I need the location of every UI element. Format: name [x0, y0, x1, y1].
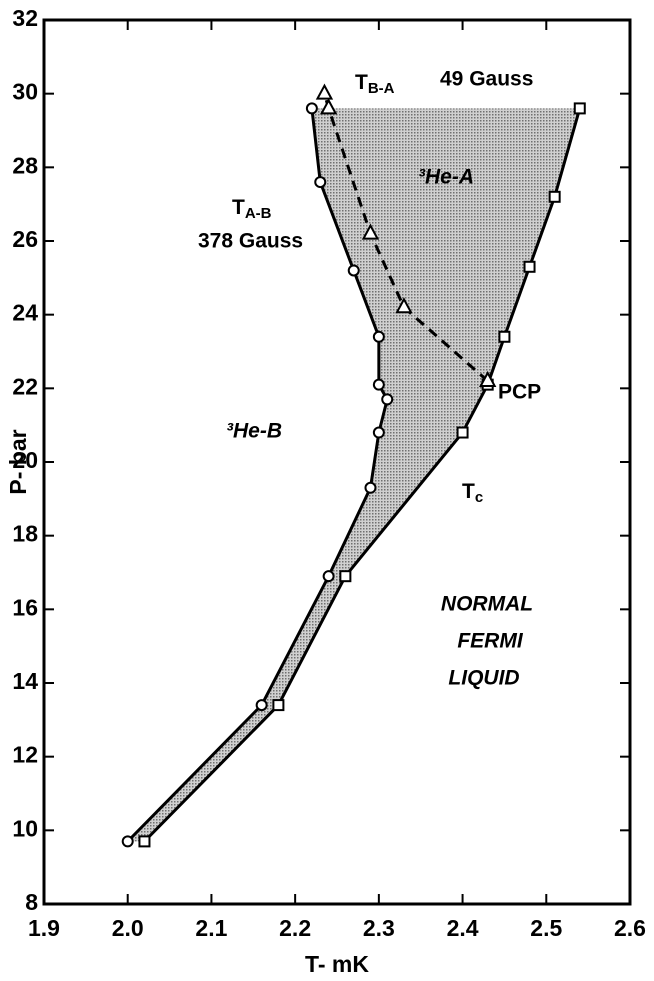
circle-marker [372, 426, 385, 439]
y-tick-label: 14 [12, 668, 38, 694]
y-tick-label: 8 [25, 889, 38, 915]
y-tick-label: 32 [12, 5, 38, 31]
annotation: 49 Gauss [440, 68, 533, 91]
y-tick-label: 12 [12, 742, 38, 768]
circle-marker [364, 481, 377, 494]
triangle-marker [361, 223, 380, 240]
x-tick-label: 2.6 [614, 915, 646, 941]
y-tick-label: 30 [12, 79, 38, 105]
y-tick-label: 18 [12, 521, 38, 547]
triangle-marker [315, 83, 334, 100]
x-tick-label: 2.3 [363, 915, 395, 941]
square-marker [456, 426, 469, 439]
annotation: ³He-A [418, 166, 474, 189]
annotation: FERMI [457, 630, 523, 653]
square-marker [498, 330, 511, 343]
x-tick-label: 2.5 [530, 915, 562, 941]
annotation: NORMAL [441, 593, 533, 616]
y-tick-label: 24 [12, 300, 38, 326]
square-marker [573, 102, 586, 115]
circle-marker [372, 378, 385, 391]
x-axis-label: T- mK [305, 951, 369, 977]
x-tick-label: 2.0 [112, 915, 144, 941]
circle-marker [255, 699, 268, 712]
annotation: TA-B [232, 196, 272, 222]
y-tick-label: 26 [12, 226, 38, 252]
y-tick-label: 16 [12, 594, 38, 620]
x-tick-label: 2.4 [447, 915, 479, 941]
triangle-marker [319, 98, 338, 115]
a-phase-region [127, 108, 580, 842]
square-marker [138, 835, 151, 848]
circle-marker [314, 176, 327, 189]
circle-marker [372, 330, 385, 343]
annotation: 378 Gauss [198, 230, 303, 253]
square-marker [339, 570, 352, 583]
y-tick-label: 28 [12, 152, 38, 178]
y-tick-label: 20 [12, 447, 38, 473]
square-marker [548, 190, 561, 203]
y-axis-label: P- bar [5, 429, 31, 494]
annotation: LIQUID [448, 667, 519, 690]
annotation: TB-A [355, 71, 395, 97]
y-tick-label: 22 [12, 373, 38, 399]
annotation: PCP [498, 381, 541, 404]
square-marker [272, 699, 285, 712]
triangle-marker [395, 297, 413, 314]
y-tick-label: 10 [12, 815, 38, 841]
circle-marker [121, 835, 134, 848]
circle-marker [381, 393, 394, 406]
triangle-marker [479, 370, 497, 387]
x-tick-label: 2.2 [279, 915, 311, 941]
annotation: Tc [462, 480, 483, 506]
circle-marker [347, 264, 360, 277]
square-marker [523, 260, 536, 273]
annotation: ³He-B [226, 420, 282, 443]
circle-marker [322, 570, 335, 583]
x-tick-label: 2.1 [195, 915, 227, 941]
circle-marker [305, 102, 318, 115]
x-tick-label: 1.9 [28, 915, 60, 941]
